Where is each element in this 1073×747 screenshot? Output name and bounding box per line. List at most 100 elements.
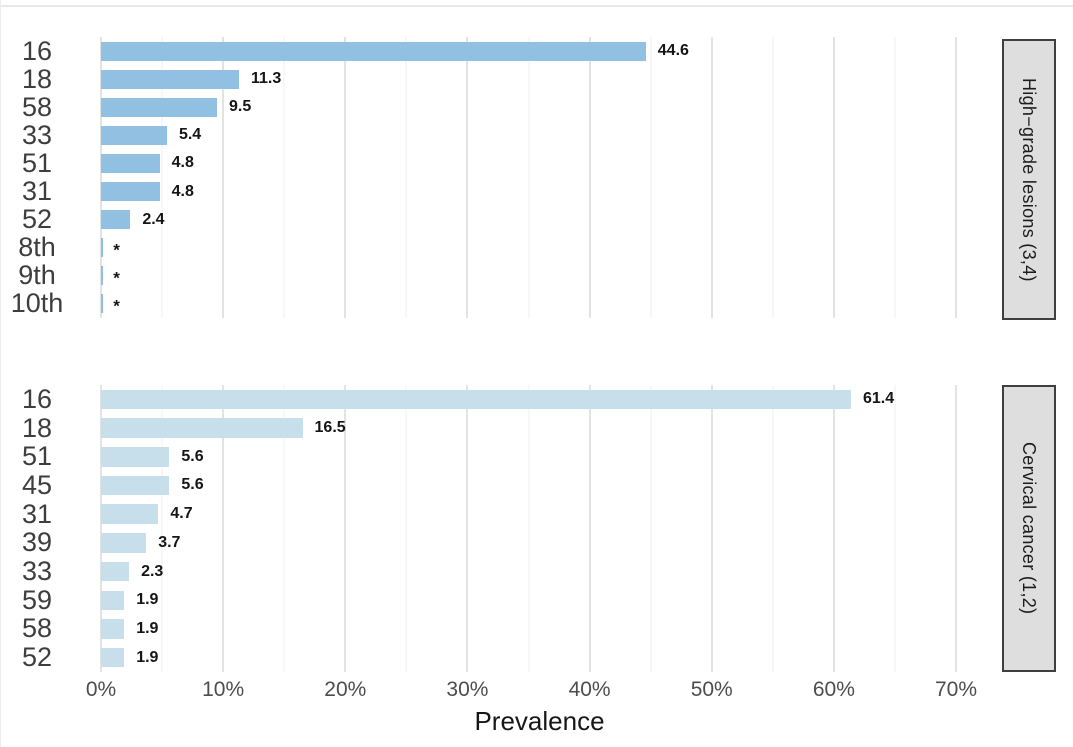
value-label: 16.5 — [314, 419, 346, 437]
gridline — [832, 37, 835, 318]
x-tick-label: 70% — [934, 678, 978, 701]
gridline — [405, 385, 407, 672]
gridline — [222, 385, 225, 672]
bar — [101, 69, 240, 89]
plot-area-bottom: 61.4 16.5 5.6 5.6 4.7 3.7 2.3 1.9 1.9 1.9 — [100, 385, 978, 672]
gridline — [161, 37, 163, 318]
value-label: * — [113, 240, 120, 260]
bar — [101, 181, 160, 202]
bar-row: 5.6 — [101, 442, 978, 471]
gridline — [161, 385, 163, 672]
bar — [101, 210, 131, 230]
gridline — [344, 385, 347, 672]
value-label: * — [113, 268, 120, 288]
x-tick-label: 50% — [690, 678, 733, 701]
value-label: 5.6 — [181, 476, 204, 494]
x-tick-label: 60% — [812, 678, 855, 701]
gridline — [650, 385, 652, 672]
gridline — [100, 37, 102, 318]
gridline — [894, 385, 896, 672]
value-label: 3.7 — [158, 533, 181, 551]
facet-strip-high-grade-lesions: High−grade lesions (3,4) — [1002, 39, 1056, 320]
bar-row: 9.5 — [101, 93, 978, 121]
bar-row: 5.4 — [101, 121, 978, 149]
category-label: 58 — [21, 613, 53, 644]
category-label: 52 — [21, 642, 53, 673]
bar-row: 2.3 — [101, 557, 978, 586]
bar — [101, 125, 167, 145]
bar — [101, 447, 170, 467]
category-label: 33 — [21, 119, 53, 150]
gridline — [344, 37, 347, 318]
category-label: 59 — [21, 584, 53, 615]
value-label: 5.4 — [178, 126, 202, 144]
category-label: 58 — [21, 91, 53, 122]
facet-strip-label: High−grade lesions (3,4) — [1019, 77, 1039, 282]
bar-row: 1.9 — [101, 643, 978, 672]
bar-row: 44.6 — [101, 37, 978, 65]
category-label: 16 — [21, 383, 53, 414]
category-label: 10th — [10, 288, 64, 319]
value-label: 61.4 — [862, 390, 895, 408]
gridline — [528, 385, 529, 672]
gridline — [466, 385, 469, 672]
gridline — [772, 37, 774, 318]
gridline — [894, 37, 896, 318]
gridline — [283, 385, 285, 672]
value-label: 1.9 — [136, 591, 159, 609]
bar-row: * — [101, 234, 978, 262]
facet-panel-cervical-cancer: 16 18 51 45 31 39 33 59 58 52 61.4 16.5 5.6 5.6 4.7 3.… — [1, 385, 1073, 672]
gridline — [710, 37, 713, 318]
bar-row: 5.6 — [101, 471, 978, 500]
bar-row: * — [101, 262, 978, 290]
bar-row: 4.7 — [101, 500, 978, 529]
bar-row: 11.3 — [101, 65, 978, 93]
value-label: 9.5 — [229, 98, 252, 116]
facet-strip-label: Cervical cancer (1,2) — [1019, 442, 1039, 615]
category-label: 51 — [21, 441, 53, 472]
bar — [101, 561, 130, 582]
category-label: 8th — [18, 232, 56, 263]
bar — [101, 238, 104, 258]
x-tick-label: 10% — [202, 678, 245, 701]
x-axis-tick-labels: 0% 10% 20% 30% 40% 50% 60% 70% — [86, 678, 978, 706]
value-label: 5.6 — [181, 447, 204, 465]
bar-row: 1.9 — [101, 586, 978, 615]
bar-row: 4.8 — [101, 177, 978, 205]
x-tick-label: 40% — [568, 678, 611, 701]
gridline — [100, 385, 102, 672]
category-label: 18 — [21, 412, 53, 443]
bar-row: * — [101, 290, 978, 318]
value-label: 2.3 — [141, 562, 164, 580]
bar — [101, 619, 125, 639]
bar — [101, 647, 125, 668]
category-label: 33 — [21, 556, 53, 587]
bar-row: 3.7 — [101, 529, 978, 558]
gridline — [588, 385, 591, 672]
gridline — [832, 385, 835, 672]
facet-panel-high-grade-lesions: 16 18 58 33 51 31 52 8th 9th 10th 44.6 11.3 9.5 5.4 4… — [1, 37, 1073, 318]
category-label: 51 — [21, 147, 53, 178]
gridline — [650, 37, 652, 318]
category-label: 16 — [21, 35, 53, 66]
bar — [101, 418, 303, 438]
gridline — [588, 37, 591, 318]
x-tick-label: 30% — [446, 678, 489, 701]
bar — [101, 41, 646, 61]
bar — [101, 475, 170, 496]
category-label: 39 — [21, 527, 53, 558]
category-label: 9th — [18, 260, 56, 291]
bar — [101, 389, 851, 410]
gridline — [710, 385, 713, 672]
value-label: 11.3 — [251, 70, 282, 88]
plot-area-top: 44.6 11.3 9.5 5.4 4.8 4.8 2.4 * * * — [100, 37, 978, 318]
value-label: 2.4 — [142, 210, 165, 228]
bar — [101, 97, 218, 117]
bar — [101, 294, 104, 314]
value-label: 4.7 — [170, 505, 193, 523]
gridline — [528, 37, 529, 318]
value-label: 1.9 — [136, 648, 159, 666]
value-label: 1.9 — [136, 619, 159, 637]
x-tick-label: 0% — [85, 678, 117, 701]
